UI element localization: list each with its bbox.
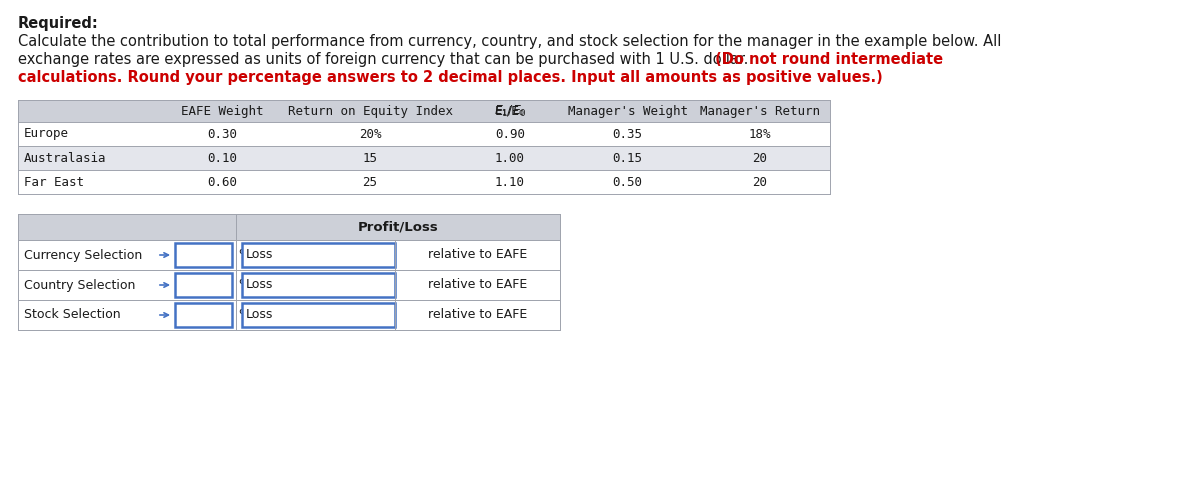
Bar [18, 300, 236, 330]
Bar [236, 300, 560, 330]
Text: relative to EAFE: relative to EAFE [428, 248, 527, 262]
Text: Far East: Far East [24, 175, 84, 188]
Bar [18, 170, 830, 194]
Text: 0.15: 0.15 [612, 152, 642, 164]
Text: Loss: Loss [246, 308, 274, 322]
Text: calculations. Round your percentage answers to 2 decimal places. Input all amoun: calculations. Round your percentage answ… [18, 70, 883, 85]
Text: 20: 20 [752, 175, 768, 188]
Text: Europe: Europe [24, 128, 70, 141]
Text: 0.35: 0.35 [612, 128, 642, 141]
Bar [236, 214, 560, 240]
Text: 1.00: 1.00 [496, 152, 526, 164]
Text: Loss: Loss [246, 279, 274, 291]
Text: Loss: Loss [246, 248, 274, 262]
Text: Country Selection: Country Selection [24, 279, 136, 291]
Text: 0.50: 0.50 [612, 175, 642, 188]
Text: %: % [238, 308, 250, 322]
Text: E₁/E₀: E₁/E₀ [496, 104, 524, 117]
Text: 0.90: 0.90 [496, 128, 526, 141]
Bar [18, 146, 830, 170]
Bar [242, 273, 395, 297]
Bar [175, 303, 232, 327]
Text: Profit/Loss: Profit/Loss [358, 221, 438, 233]
Text: 18%: 18% [749, 128, 772, 141]
Text: 15: 15 [362, 152, 378, 164]
Bar [175, 273, 232, 297]
Text: Currency Selection: Currency Selection [24, 248, 143, 262]
Text: $E_1/E_0$: $E_1/E_0$ [493, 103, 527, 118]
Text: 25: 25 [362, 175, 378, 188]
Bar [18, 100, 830, 122]
Bar [395, 240, 560, 270]
Text: Return on Equity Index: Return on Equity Index [288, 104, 452, 117]
Bar [236, 240, 560, 270]
Text: exchange rates are expressed as units of foreign currency that can be purchased : exchange rates are expressed as units of… [18, 52, 749, 67]
Text: 20%: 20% [359, 128, 382, 141]
Text: Calculate the contribution to total performance from currency, country, and stoc: Calculate the contribution to total perf… [18, 34, 1001, 49]
Text: EAFE Weight: EAFE Weight [181, 104, 264, 117]
Bar [18, 270, 236, 300]
Bar [242, 303, 395, 327]
Bar [236, 270, 560, 300]
Text: Australasia: Australasia [24, 152, 107, 164]
Bar [18, 240, 236, 270]
Bar [18, 214, 236, 240]
Text: Required:: Required: [18, 16, 98, 31]
Text: Manager's Weight: Manager's Weight [568, 104, 688, 117]
Text: 0.30: 0.30 [208, 128, 238, 141]
Text: 0.10: 0.10 [208, 152, 238, 164]
Text: 20: 20 [752, 152, 768, 164]
Text: %: % [238, 248, 250, 262]
Bar [18, 122, 830, 146]
Bar [395, 300, 560, 330]
Text: 1.10: 1.10 [496, 175, 526, 188]
Bar [242, 243, 395, 267]
Text: Manager's Return: Manager's Return [700, 104, 820, 117]
Text: Stock Selection: Stock Selection [24, 308, 121, 322]
Bar [395, 270, 560, 300]
Text: 0.60: 0.60 [208, 175, 238, 188]
Text: %: % [238, 279, 250, 291]
Text: relative to EAFE: relative to EAFE [428, 308, 527, 322]
Text: relative to EAFE: relative to EAFE [428, 279, 527, 291]
Text: (Do not round intermediate: (Do not round intermediate [710, 52, 943, 67]
Bar [175, 243, 232, 267]
